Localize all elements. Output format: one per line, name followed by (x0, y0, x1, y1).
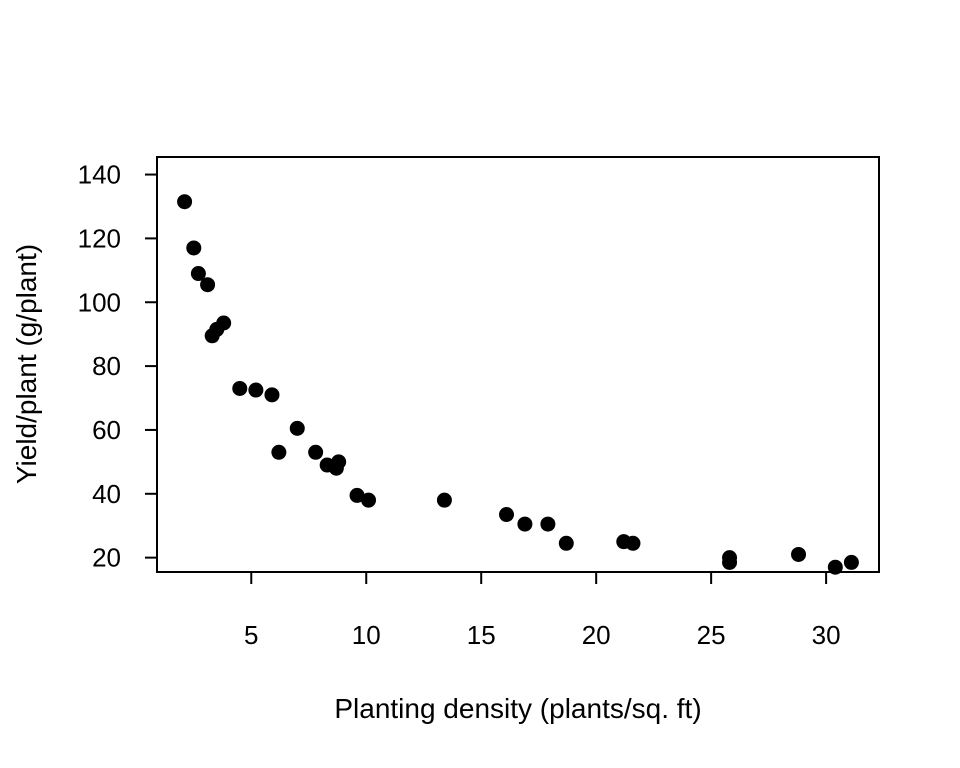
data-point (232, 380, 248, 396)
y-tick-label: 140 (78, 160, 121, 190)
x-tick-label: 30 (812, 620, 841, 650)
data-point (827, 559, 843, 575)
data-point (248, 382, 264, 398)
x-axis-label: Planting density (plants/sq. ft) (334, 693, 701, 724)
y-tick-label: 40 (92, 479, 121, 509)
data-points (177, 194, 859, 575)
data-point (722, 554, 738, 570)
data-point (843, 554, 859, 570)
y-tick-label: 120 (78, 223, 121, 253)
data-point (200, 277, 216, 293)
data-point (190, 266, 206, 282)
data-point (271, 444, 287, 460)
y-axis-label: Yield/plant (g/plant) (11, 244, 42, 484)
x-tick-label: 15 (467, 620, 496, 650)
data-point (558, 535, 574, 551)
data-point (499, 507, 515, 523)
data-point (349, 487, 365, 503)
y-axis: 20 40 60 80 100 120 140 (78, 160, 158, 573)
data-point (186, 240, 202, 256)
y-tick-label: 100 (78, 287, 121, 317)
y-tick-label: 20 (92, 543, 121, 573)
x-tick-label: 5 (244, 620, 258, 650)
y-tick-label: 80 (92, 351, 121, 381)
data-point (361, 492, 377, 508)
data-point (289, 420, 305, 436)
data-point (216, 315, 232, 331)
data-point (625, 535, 641, 551)
x-tick-label: 25 (697, 620, 726, 650)
x-axis: 5 10 15 20 25 30 (244, 571, 841, 650)
data-point (791, 546, 807, 562)
data-point (517, 516, 533, 532)
plot-frame (156, 156, 880, 573)
x-tick-label: 10 (352, 620, 381, 650)
y-tick-label: 60 (92, 415, 121, 445)
data-point (177, 194, 193, 210)
data-point (436, 492, 452, 508)
data-point (308, 444, 324, 460)
data-point (331, 454, 347, 470)
data-point (264, 387, 280, 403)
data-point (540, 516, 556, 532)
x-tick-label: 20 (582, 620, 611, 650)
